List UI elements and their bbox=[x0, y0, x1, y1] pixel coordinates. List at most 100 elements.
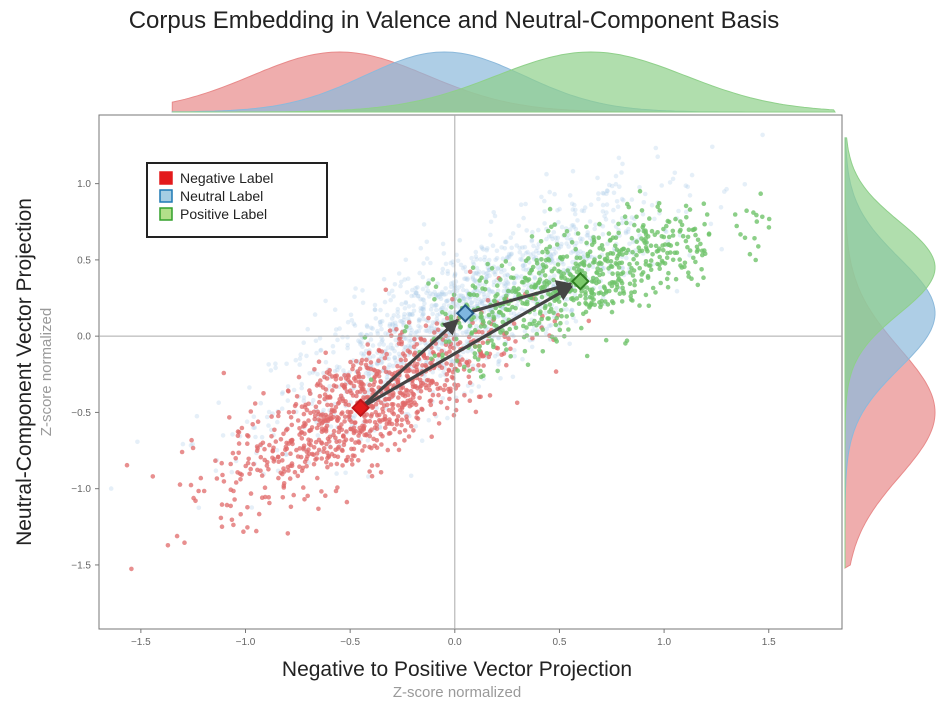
scatter-point bbox=[551, 277, 556, 283]
scatter-point bbox=[165, 543, 171, 548]
scatter-point bbox=[307, 371, 312, 376]
scatter-point bbox=[392, 426, 397, 432]
scatter-point bbox=[685, 184, 690, 190]
scatter-point bbox=[756, 244, 761, 249]
scatter-point bbox=[312, 312, 318, 317]
scatter-point bbox=[509, 245, 514, 251]
scatter-point bbox=[367, 433, 373, 439]
scatter-point bbox=[434, 381, 439, 387]
scatter-point bbox=[408, 423, 414, 429]
scatter-point bbox=[335, 414, 340, 420]
scatter-point bbox=[371, 382, 376, 388]
scatter-point bbox=[416, 293, 421, 299]
scatter-point bbox=[503, 259, 509, 264]
scatter-point bbox=[273, 365, 278, 371]
scatter-point bbox=[504, 254, 510, 260]
scatter-point bbox=[418, 325, 423, 330]
scatter-point bbox=[469, 300, 474, 306]
scatter-point bbox=[636, 228, 641, 233]
scatter-point bbox=[508, 252, 514, 257]
scatter-point bbox=[311, 409, 317, 415]
scatter-point bbox=[321, 370, 326, 376]
scatter-point bbox=[313, 338, 319, 344]
scatter-point bbox=[501, 288, 507, 294]
scatter-point bbox=[379, 359, 385, 365]
scatter-point bbox=[455, 341, 461, 347]
scatter-point bbox=[379, 318, 385, 324]
scatter-point bbox=[513, 305, 518, 311]
scatter-point bbox=[744, 208, 749, 213]
scatter-point bbox=[561, 271, 567, 277]
scatter-point bbox=[320, 385, 326, 390]
scatter-point bbox=[409, 293, 414, 299]
scatter-point bbox=[454, 358, 460, 364]
scatter-point bbox=[433, 292, 439, 297]
scatter-point bbox=[370, 326, 375, 331]
scatter-point bbox=[570, 207, 576, 212]
scatter-point bbox=[683, 203, 689, 209]
scatter-point bbox=[461, 364, 467, 370]
scatter-point bbox=[335, 454, 341, 460]
scatter-point bbox=[297, 362, 303, 367]
scatter-point bbox=[547, 275, 553, 280]
scatter-point bbox=[255, 419, 261, 425]
scatter-point bbox=[228, 461, 233, 467]
scatter-point bbox=[504, 362, 509, 368]
centroid-arrow bbox=[470, 280, 573, 314]
scatter-point bbox=[239, 425, 245, 431]
scatter-point bbox=[188, 482, 194, 488]
scatter-point bbox=[447, 330, 453, 336]
scatter-point bbox=[564, 320, 570, 326]
scatter-point bbox=[665, 284, 671, 290]
scatter-point bbox=[221, 370, 227, 376]
scatter-point bbox=[563, 302, 568, 307]
scatter-point bbox=[345, 319, 351, 325]
scatter-point bbox=[487, 289, 493, 294]
scatter-point bbox=[522, 244, 528, 250]
scatter-point bbox=[389, 346, 394, 351]
scatter-point bbox=[439, 342, 445, 347]
scatter-point bbox=[308, 427, 314, 433]
scatter-point bbox=[415, 361, 420, 367]
scatter-point bbox=[496, 335, 501, 341]
scatter-point bbox=[435, 312, 440, 318]
scatter-point bbox=[571, 224, 577, 230]
scatter-point bbox=[600, 202, 606, 208]
scatter-point bbox=[661, 226, 666, 232]
scatter-point bbox=[387, 362, 392, 368]
scatter-point bbox=[344, 499, 350, 505]
scatter-point bbox=[686, 227, 692, 232]
scatter-point bbox=[191, 495, 196, 501]
scatter-point bbox=[572, 288, 578, 294]
scatter-point bbox=[648, 267, 654, 273]
scatter-point bbox=[610, 271, 615, 277]
scatter-point bbox=[523, 267, 529, 273]
scatter-point bbox=[399, 319, 405, 324]
scatter-point bbox=[560, 254, 566, 260]
scatter-point bbox=[339, 422, 344, 427]
scatter-point bbox=[266, 409, 272, 415]
scatter-point bbox=[436, 353, 442, 358]
legend-swatch-neutral bbox=[159, 189, 173, 203]
scatter-point bbox=[387, 323, 393, 329]
scatter-point bbox=[482, 254, 488, 260]
scatter-point bbox=[468, 292, 473, 298]
scatter-point bbox=[427, 352, 433, 357]
scatter-point bbox=[230, 450, 236, 456]
scatter-point bbox=[447, 339, 452, 344]
scatter-point bbox=[486, 292, 491, 297]
scatter-point bbox=[583, 300, 588, 306]
scatter-point bbox=[684, 215, 689, 220]
scatter-point bbox=[379, 339, 385, 344]
scatter-point bbox=[502, 284, 508, 289]
scatter-point bbox=[434, 307, 439, 313]
scatter-point bbox=[428, 325, 434, 331]
scatter-point bbox=[554, 315, 559, 321]
scatter-point bbox=[296, 374, 302, 380]
scatter-point bbox=[301, 395, 307, 400]
scatter-point bbox=[419, 313, 425, 318]
scatter-point bbox=[288, 415, 294, 420]
scatter-point bbox=[340, 463, 345, 468]
scatter-point bbox=[301, 411, 307, 417]
scatter-point bbox=[476, 329, 482, 335]
